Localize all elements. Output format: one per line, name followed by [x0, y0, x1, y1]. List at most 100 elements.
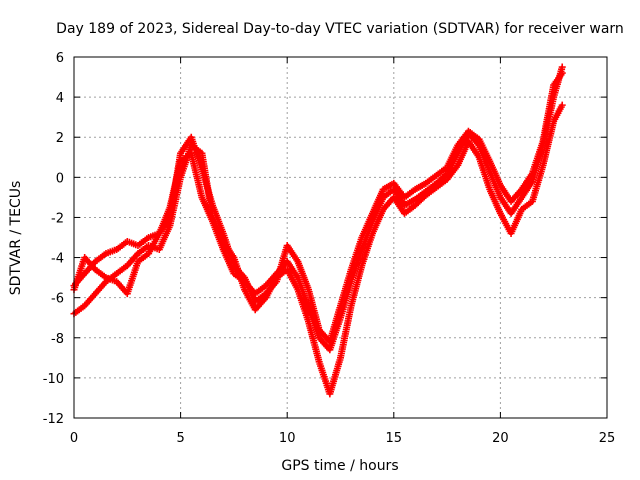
data-point-trail: [295, 260, 312, 292]
data-point-trail: [519, 179, 535, 200]
data-point-trail: [508, 195, 524, 216]
data-point-trail: [93, 279, 108, 296]
x-tick-label: 0: [70, 431, 78, 446]
data-point-trail: [369, 207, 386, 235]
data-point: [558, 69, 566, 77]
data-point-trail: [551, 103, 565, 123]
data-point-trail: [487, 169, 504, 199]
x-tick-label: 15: [386, 431, 403, 446]
data-point-trail: [273, 244, 291, 283]
x-tick-label: 20: [492, 431, 509, 446]
data-point-trail: [369, 187, 386, 215]
data-point-trail: [295, 276, 312, 310]
y-tick-label: -2: [51, 211, 64, 226]
data-point-trail: [253, 295, 268, 312]
data-point-trail: [71, 256, 88, 291]
data-point-trail: [199, 167, 216, 207]
data-point-trail: [402, 203, 417, 216]
data-point-trail: [508, 207, 525, 235]
y-tick-label: -12: [43, 412, 64, 427]
data-point-trail: [93, 251, 108, 264]
y-tick-label: -6: [51, 292, 64, 307]
data-point-trail: [337, 268, 354, 308]
data-point-trail: [529, 139, 546, 175]
data-point-trail: [466, 129, 481, 142]
x-axis-label: GPS time / hours: [281, 458, 398, 474]
data-point-trail: [413, 180, 428, 192]
data-point-trail: [114, 263, 129, 276]
data-point-trail: [402, 187, 417, 200]
data-point-trail: [348, 264, 365, 308]
data-point-trail: [253, 283, 268, 296]
data-point-trail: [434, 171, 450, 186]
data-point-trail: [402, 196, 417, 208]
data-point-trail: [177, 143, 194, 179]
data-point-trail: [209, 203, 226, 235]
data-point-trail: [509, 187, 524, 204]
data-point-trail: [136, 243, 151, 256]
data-point-trail: [220, 232, 237, 267]
data-point-trail: [424, 173, 439, 186]
data-point-trail: [125, 251, 140, 268]
chart-title: Day 189 of 2023, Sidereal Day-to-day VTE…: [56, 21, 624, 37]
data-point-trail: [241, 276, 258, 304]
data-point-trail: [337, 304, 355, 360]
data-point-trail: [284, 259, 301, 280]
x-tick-label: 10: [279, 431, 296, 446]
data-markers: [70, 63, 566, 398]
data-point-trail: [327, 304, 344, 344]
data-point-trail: [146, 232, 162, 255]
data-point-trail: [125, 238, 140, 249]
data-point-trail: [519, 171, 535, 192]
data-point-trail: [551, 71, 565, 87]
data-point-trail: [93, 267, 108, 280]
y-tick-label: 6: [56, 51, 64, 66]
data-point-trail: [157, 215, 173, 236]
data-point-trail: [434, 177, 449, 190]
data-point-trail: [284, 268, 301, 292]
axis-ticks: [73, 56, 608, 419]
data-point-trail: [166, 151, 184, 219]
y-tick-label: -8: [51, 332, 64, 347]
data-point-trail: [253, 291, 268, 304]
data-point-trail: [305, 320, 323, 364]
data-point-trail: [359, 211, 376, 239]
data-point-trail: [539, 83, 557, 143]
y-tick-label: 0: [56, 171, 64, 186]
data-point-trail: [72, 303, 87, 316]
data-point-trail: [188, 135, 205, 171]
data-point-trail: [156, 224, 173, 251]
data-point-trail: [348, 248, 365, 283]
data-point-trail: [424, 181, 439, 194]
data-point-trail: [295, 288, 312, 324]
data-point-trail: [487, 159, 503, 187]
data-point-trail: [359, 232, 376, 267]
data-point-trail: [136, 251, 151, 264]
data-point-trail: [231, 263, 247, 280]
data-point-trail: [487, 187, 503, 215]
data-point-trail: [476, 137, 493, 163]
y-tick-label: 2: [56, 131, 64, 146]
series-3: [70, 69, 566, 346]
data-point-trail: [424, 185, 439, 198]
y-tick-label: -4: [51, 252, 64, 267]
data-point-trail: [359, 220, 376, 251]
data-point-trail: [104, 274, 118, 285]
data-point-trail: [124, 260, 141, 295]
data-point-trail: [348, 236, 365, 271]
data-point-trail: [305, 288, 323, 332]
data-point-trail: [444, 143, 461, 169]
x-tick-label: 5: [176, 431, 184, 446]
data-point-trail: [284, 243, 301, 264]
data-point-trail: [82, 255, 98, 272]
data-point-trail: [520, 199, 535, 212]
data-point-trail: [114, 239, 129, 252]
data-point-trail: [540, 119, 557, 167]
data-point-trail: [455, 139, 471, 167]
data-point-trail: [263, 279, 279, 296]
data-point: [558, 63, 566, 71]
data-point-trail: [444, 163, 460, 182]
